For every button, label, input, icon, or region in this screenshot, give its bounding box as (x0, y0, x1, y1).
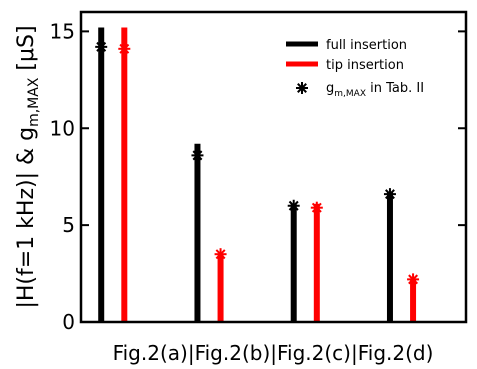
marker-tip-4 (407, 273, 420, 286)
y-tick-label-3: 15 (50, 19, 75, 43)
legend-marker-suffix: in Tab. II (366, 81, 424, 96)
marker-tip-1 (118, 42, 131, 55)
x-tick-separator-3: | (351, 341, 358, 365)
x-tick-separator-2: | (270, 341, 277, 365)
legend-label-markers: gm,MAX in Tab. II (326, 81, 424, 99)
bar-full-1 (98, 27, 105, 322)
bar-full-3 (290, 203, 297, 322)
y-axis-label-sub: m,MAX (26, 77, 42, 127)
y-axis-label: |H(f=1 kHz)| & gm,MAX [μS] (14, 25, 42, 308)
legend: full insertion tip insertion gm,MAX in T… (286, 38, 424, 99)
legend-label-full-insertion: full insertion (326, 38, 407, 53)
legend-marker-glyph (296, 82, 308, 94)
ticks-layer: 0 5 10 15 (50, 19, 466, 334)
legend-label-tip-insertion: tip insertion (326, 58, 404, 73)
bar-tip-2 (217, 254, 224, 322)
bar-full-2 (194, 143, 201, 322)
bar-tip-4 (410, 279, 417, 322)
plot-frame (79, 10, 468, 324)
marker-full-3 (287, 199, 300, 212)
marker-full-2 (191, 149, 204, 162)
x-tick-label-1: Fig.2(a) (113, 341, 188, 365)
y-tick-label-2: 10 (50, 116, 75, 140)
y-tick-label-0: 0 (62, 310, 75, 334)
x-axis-tick-labels: Fig.2(a)|Fig.2(b)|Fig.2(c)|Fig.2(d) (113, 341, 434, 365)
marker-tip-3 (310, 201, 323, 214)
legend-marker-sub: m,MAX (334, 89, 366, 99)
y-axis-label-main: |H(f=1 kHz)| & g (14, 127, 39, 309)
marker-full-4 (383, 188, 396, 201)
legend-marker-asterisk-icon (296, 82, 308, 94)
y-tick-label-1: 5 (62, 213, 75, 237)
x-tick-label-2: Fig.2(b) (195, 341, 271, 365)
x-tick-label-3: Fig.2(c) (277, 341, 351, 365)
bars-layer (98, 27, 417, 322)
marker-full-1 (95, 40, 108, 53)
bar-full-4 (386, 192, 393, 322)
x-tick-separator-1: | (188, 341, 195, 365)
legend-marker-name: g (326, 81, 334, 96)
bar-tip-1 (121, 27, 128, 322)
x-tick-label-4: Fig.2(d) (358, 341, 434, 365)
bar-tip-3 (313, 203, 320, 322)
y-axis-label-unit: [μS] (14, 25, 39, 77)
markers-layer (95, 40, 420, 286)
marker-tip-2 (214, 248, 227, 261)
